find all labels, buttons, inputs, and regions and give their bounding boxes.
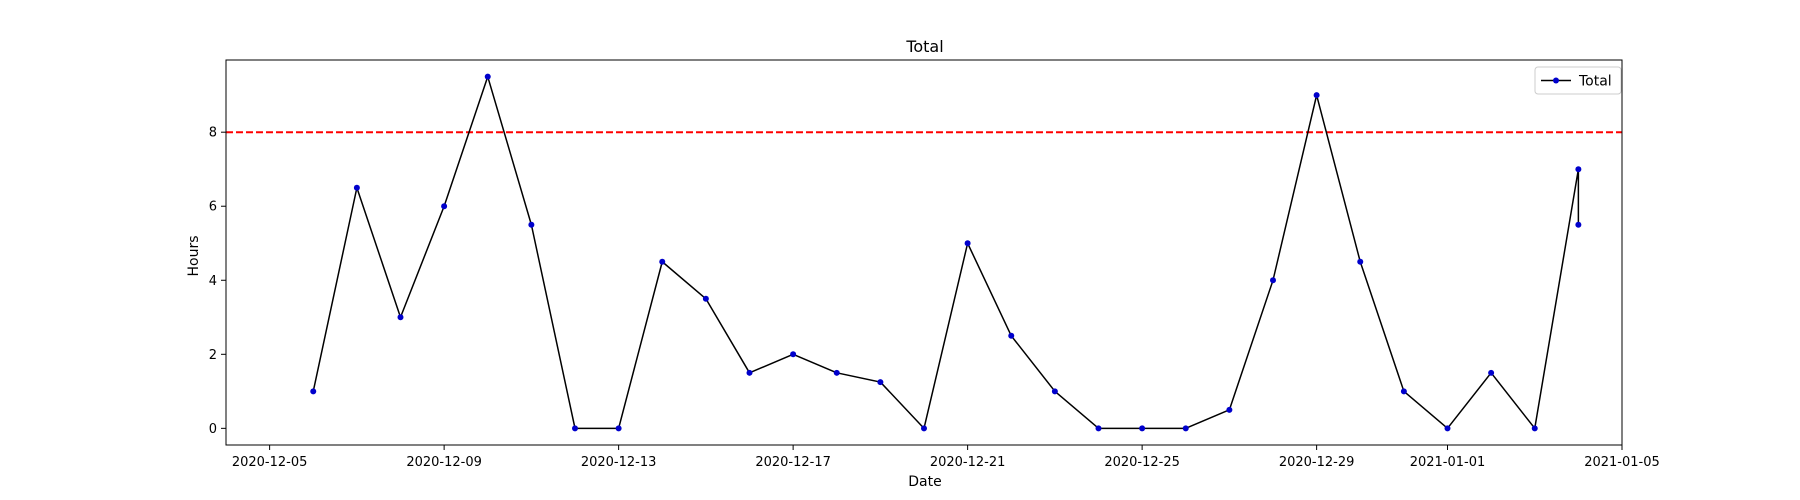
data-point-6 xyxy=(572,425,578,432)
data-point-20 xyxy=(1182,425,1189,432)
x-tick-label-7: 2021-01-01 xyxy=(1410,455,1486,470)
data-point-0 xyxy=(310,388,317,395)
data-point-21 xyxy=(1226,406,1233,413)
data-point-19 xyxy=(1139,425,1146,432)
data-point-15 xyxy=(964,240,971,247)
data-point-1 xyxy=(353,184,360,191)
y-axis-label: Hours xyxy=(186,235,202,276)
data-point-12 xyxy=(833,369,840,376)
series-line-0 xyxy=(312,75,1580,430)
data-point-29 xyxy=(1575,166,1582,173)
legend: Total xyxy=(1534,66,1622,95)
data-point-25 xyxy=(1400,388,1407,395)
x-tick-label-0: 2020-12-05 xyxy=(232,455,308,470)
data-point-26 xyxy=(1444,425,1451,432)
y-tick-label-2: 4 xyxy=(209,274,217,289)
data-point-16 xyxy=(1008,332,1015,339)
x-tick-label-2: 2020-12-13 xyxy=(581,455,657,470)
data-point-10 xyxy=(746,369,753,376)
data-point-3 xyxy=(441,203,448,210)
y-tick-label-3: 6 xyxy=(209,200,217,215)
data-point-7 xyxy=(615,425,622,432)
x-tick-label-8: 2021-01-05 xyxy=(1584,455,1660,470)
legend-marker-sample xyxy=(1553,77,1559,84)
x-tick-label-1: 2020-12-09 xyxy=(406,455,482,470)
x-tick-label-3: 2020-12-17 xyxy=(755,455,831,470)
y-tick-label-0: 0 xyxy=(209,422,217,437)
data-point-2 xyxy=(397,314,404,321)
x-axis-label: Date xyxy=(908,474,941,490)
data-point-8 xyxy=(659,258,666,265)
y-tick-label-1: 2 xyxy=(209,348,217,363)
data-point-18 xyxy=(1095,425,1102,432)
data-point-9 xyxy=(702,295,709,302)
data-point-14 xyxy=(921,425,927,432)
legend-box xyxy=(1534,66,1622,95)
data-point-22 xyxy=(1270,277,1276,284)
data-point-13 xyxy=(877,379,884,386)
chart-title: Total xyxy=(905,37,943,56)
x-tick-label-6: 2020-12-29 xyxy=(1279,455,1355,470)
legend-label: Total xyxy=(1578,74,1612,90)
x-tick-label-5: 2020-12-25 xyxy=(1104,455,1180,470)
data-point-28 xyxy=(1531,425,1538,432)
data-point-5 xyxy=(528,221,535,228)
y-axis: 0 2 4 6 8 xyxy=(209,126,226,437)
x-tick-label-4: 2020-12-21 xyxy=(930,455,1006,470)
plot-frame xyxy=(225,59,1623,446)
data-point-4 xyxy=(484,73,491,80)
data-point-11 xyxy=(790,351,797,358)
data-point-17 xyxy=(1051,388,1058,395)
plot-area xyxy=(225,59,1623,446)
data-point-30 xyxy=(1575,221,1582,228)
data-point-27 xyxy=(1488,369,1495,376)
y-tick-label-4: 8 xyxy=(209,126,217,141)
data-point-23 xyxy=(1313,92,1320,99)
x-axis: 2020-12-05 2020-12-09 2020-12-13 2020-12-17… xyxy=(232,445,1660,470)
data-point-24 xyxy=(1357,258,1364,265)
